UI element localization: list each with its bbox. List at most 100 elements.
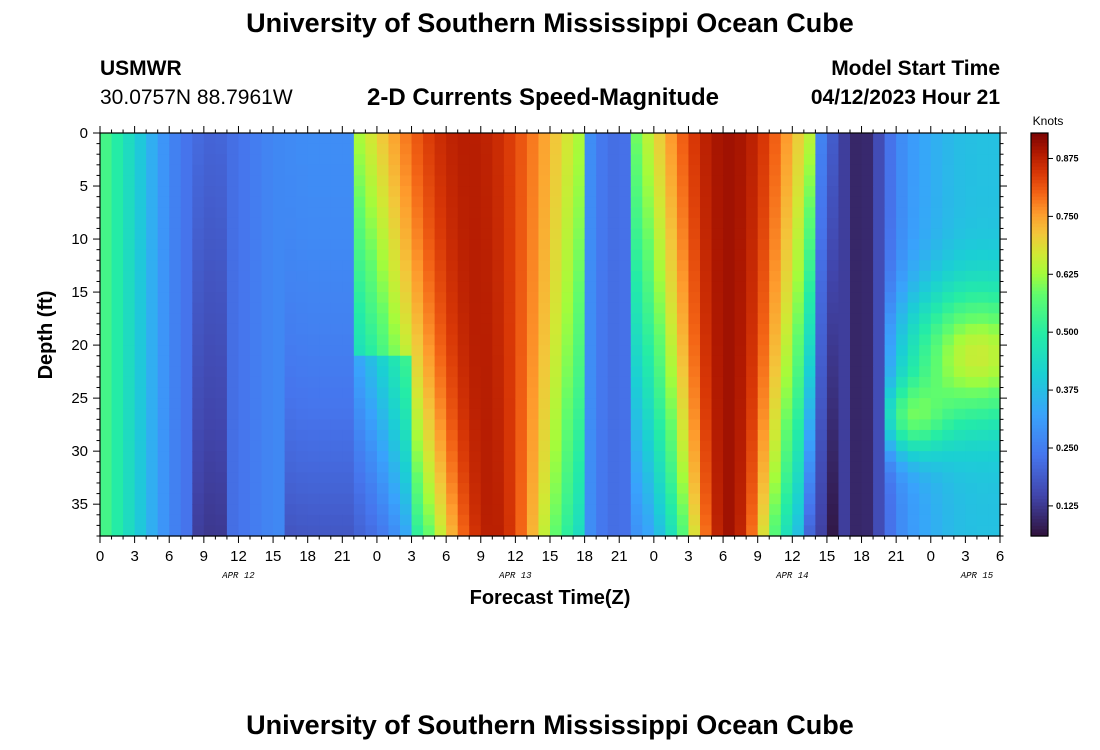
heatmap-cell bbox=[734, 249, 747, 261]
heatmap-cell bbox=[930, 461, 943, 473]
heatmap-cell bbox=[446, 334, 459, 346]
heatmap-cell bbox=[169, 302, 182, 314]
heatmap-cell bbox=[134, 514, 147, 526]
heatmap-cell bbox=[573, 313, 586, 325]
heatmap-cell bbox=[976, 504, 990, 516]
heatmap-cell bbox=[238, 355, 251, 367]
heatmap-cell bbox=[226, 164, 240, 177]
heatmap-cell bbox=[180, 387, 193, 399]
heatmap-cell bbox=[550, 366, 563, 378]
heatmap-cell bbox=[123, 186, 136, 198]
heatmap-cell bbox=[273, 207, 286, 219]
colorbar-swatch bbox=[1031, 499, 1048, 504]
heatmap-cell bbox=[676, 175, 690, 187]
heatmap-cell bbox=[434, 292, 447, 304]
heatmap-cell bbox=[123, 249, 136, 261]
heatmap-cell bbox=[965, 133, 978, 145]
heatmap-cell bbox=[100, 493, 113, 505]
heatmap-cell bbox=[688, 313, 701, 325]
heatmap-cell bbox=[711, 323, 724, 336]
heatmap-cell bbox=[446, 398, 459, 410]
heatmap-cell bbox=[423, 366, 436, 378]
heatmap-cell bbox=[365, 482, 378, 495]
heatmap-cell bbox=[850, 164, 863, 177]
heatmap-cell bbox=[850, 440, 863, 452]
heatmap-cell bbox=[976, 323, 990, 336]
heatmap-cell bbox=[550, 196, 563, 208]
heatmap-cell bbox=[619, 196, 632, 208]
heatmap-cell bbox=[400, 292, 413, 304]
heatmap-cell bbox=[238, 133, 251, 145]
heatmap-cell bbox=[676, 525, 690, 537]
heatmap-cell bbox=[480, 387, 493, 399]
heatmap-cell bbox=[273, 366, 286, 378]
heatmap-cell bbox=[457, 196, 470, 208]
heatmap-cell bbox=[665, 175, 678, 187]
heatmap-cell bbox=[803, 504, 816, 516]
heatmap-cell bbox=[457, 323, 470, 336]
heatmap-cell bbox=[134, 387, 147, 399]
heatmap-cell bbox=[884, 451, 897, 463]
heatmap-cell bbox=[907, 228, 920, 240]
heatmap-cell bbox=[261, 493, 274, 505]
heatmap-cell bbox=[123, 323, 136, 336]
heatmap-cell bbox=[169, 504, 182, 516]
heatmap-cell bbox=[803, 440, 816, 452]
heatmap-cell bbox=[492, 334, 505, 346]
heatmap-cell bbox=[792, 408, 805, 420]
heatmap-cell bbox=[123, 355, 136, 367]
heatmap-cell bbox=[873, 387, 886, 399]
heatmap-cell bbox=[700, 451, 713, 463]
heatmap-cell bbox=[250, 260, 263, 272]
heatmap-cell bbox=[134, 217, 147, 230]
heatmap-cell bbox=[261, 281, 274, 293]
heatmap-cell bbox=[746, 366, 759, 378]
heatmap-cell bbox=[953, 249, 966, 261]
heatmap-cell bbox=[757, 387, 770, 399]
colorbar-swatch bbox=[1031, 485, 1048, 490]
heatmap-cell bbox=[584, 429, 597, 442]
heatmap-cell bbox=[676, 270, 690, 283]
heatmap-cell bbox=[665, 186, 678, 198]
heatmap-cell bbox=[376, 270, 390, 283]
heatmap-cell bbox=[826, 345, 840, 357]
heatmap-cell bbox=[411, 451, 424, 463]
heatmap-cell bbox=[203, 461, 216, 473]
heatmap-cell bbox=[665, 514, 678, 526]
colorbar-tick-label: 0.125 bbox=[1056, 501, 1079, 511]
heatmap-cell bbox=[653, 154, 666, 166]
heatmap-cell bbox=[250, 175, 263, 187]
heatmap-cell bbox=[630, 164, 643, 177]
heatmap-cell bbox=[815, 398, 828, 410]
heatmap-cell bbox=[642, 239, 655, 251]
heatmap-cell bbox=[561, 525, 574, 537]
heatmap-cell bbox=[111, 196, 124, 208]
heatmap-cell bbox=[746, 313, 759, 325]
heatmap-cell bbox=[273, 217, 286, 230]
heatmap-cell bbox=[284, 249, 297, 261]
heatmap-cell bbox=[192, 143, 205, 155]
heatmap-cell bbox=[653, 398, 666, 410]
heatmap-cell bbox=[884, 482, 897, 495]
heatmap-cell bbox=[307, 154, 320, 166]
heatmap-cell bbox=[642, 196, 655, 208]
colorbar-swatch bbox=[1031, 421, 1048, 426]
heatmap-cell bbox=[665, 408, 678, 420]
heatmap-cell bbox=[665, 313, 678, 325]
heatmap-cell bbox=[307, 504, 320, 516]
heatmap-cell bbox=[930, 143, 943, 155]
colorbar-swatch bbox=[1031, 492, 1048, 497]
heatmap-cell bbox=[561, 186, 574, 198]
heatmap-cell bbox=[561, 154, 574, 166]
heatmap-cell bbox=[169, 461, 182, 473]
heatmap-cell bbox=[215, 419, 228, 431]
heatmap-cell bbox=[388, 504, 401, 516]
heatmap-cell bbox=[146, 292, 159, 304]
heatmap-cell bbox=[861, 451, 874, 463]
heatmap-cell bbox=[607, 292, 620, 304]
heatmap-cell bbox=[584, 525, 597, 537]
heatmap-cell bbox=[250, 408, 263, 420]
heatmap-cell bbox=[815, 472, 828, 484]
heatmap-cell bbox=[746, 387, 759, 399]
heatmap-cell bbox=[238, 334, 251, 346]
